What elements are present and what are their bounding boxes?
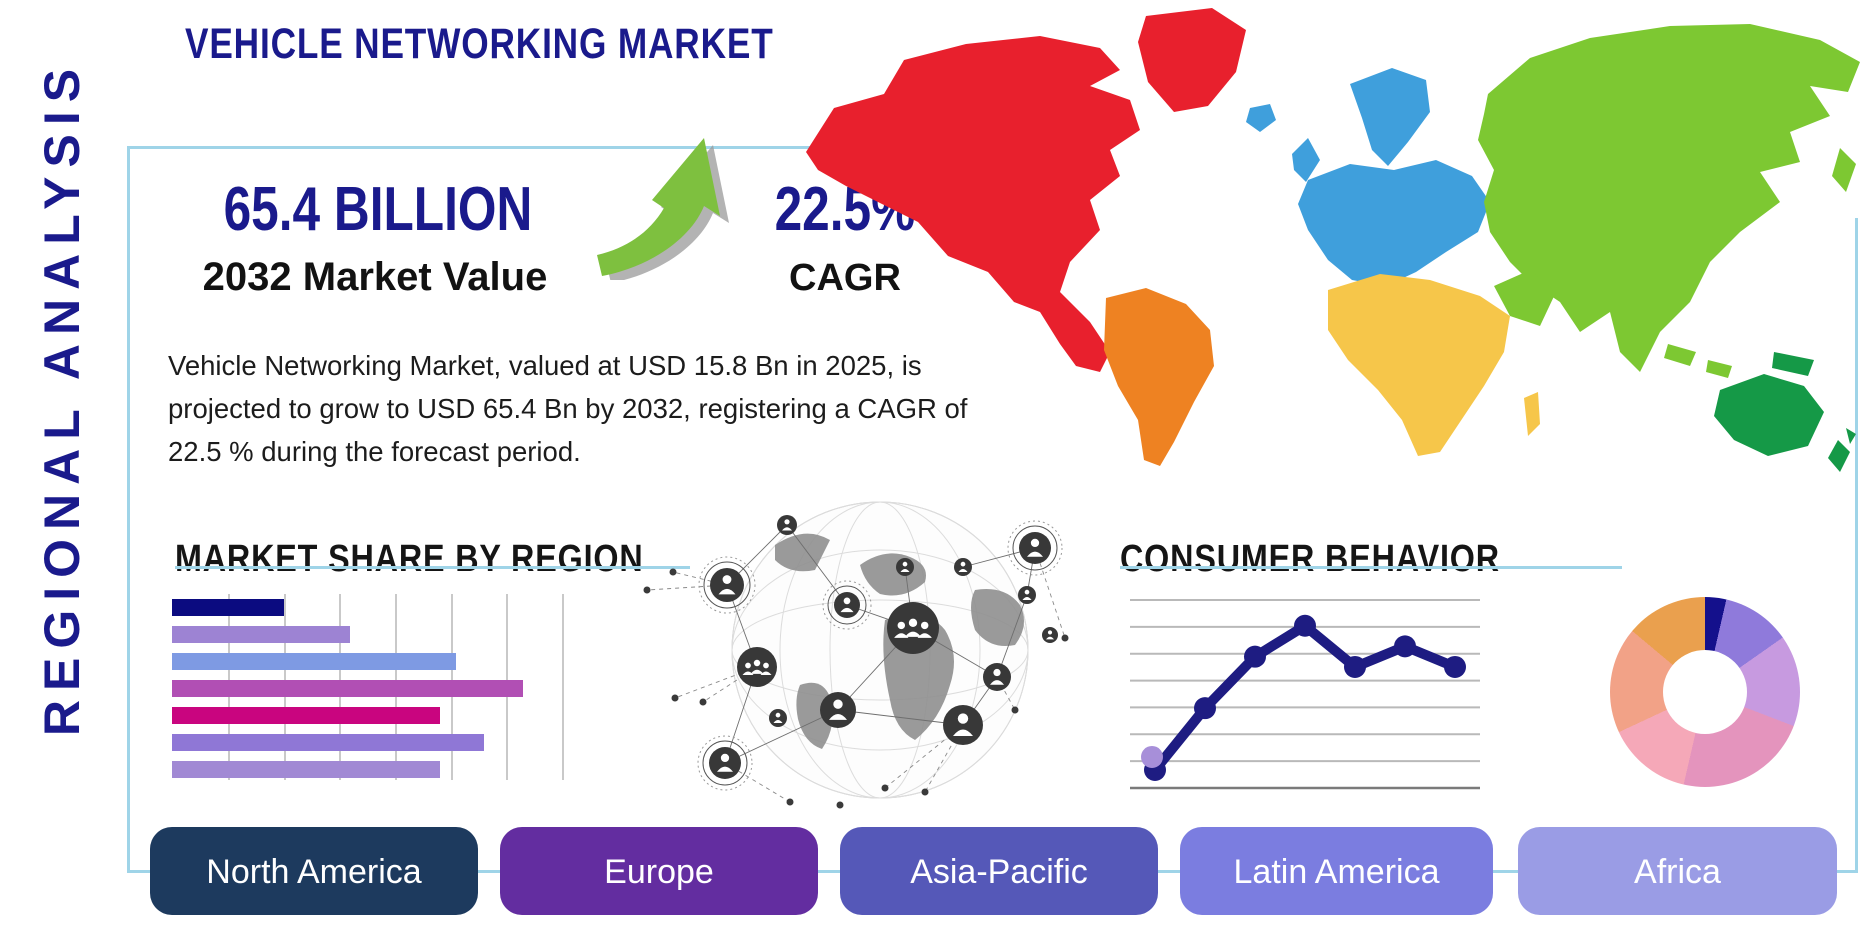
market-share-underline [175, 566, 690, 569]
panel-border-left [127, 146, 130, 873]
map-region-australia [1714, 374, 1824, 456]
market-value-caption: 2032 Market Value [202, 255, 548, 299]
line-chart-point-6 [1394, 635, 1416, 658]
consumer-behavior-section-title: CONSUMER BEHAVIOR [1120, 538, 1500, 580]
line-chart-point-4 [1294, 614, 1316, 637]
map-region-madagascar [1524, 392, 1540, 436]
region-button-latin-america[interactable]: Latin America [1180, 827, 1493, 915]
market-share-bar-1 [172, 599, 284, 616]
world-map [806, 8, 1860, 472]
market-share-bar-4 [172, 680, 524, 697]
region-button-europe[interactable]: Europe [500, 827, 818, 915]
map-region-new-zealand [1828, 440, 1850, 472]
region-button-africa[interactable]: Africa [1518, 827, 1837, 915]
market-share-bar-2 [172, 626, 351, 643]
market-value-stat: 65.4 BILLION [223, 175, 532, 244]
growth-arrow-icon [597, 138, 729, 280]
market-share-section-title: MARKET SHARE BY REGION [175, 538, 644, 580]
map-region-north-america [806, 36, 1140, 372]
page-title: VEHICLE NETWORKING MARKET [185, 20, 774, 68]
market-share-bar-chart [172, 594, 590, 780]
line-chart-point-5 [1344, 655, 1366, 678]
map-region-south-america [1104, 288, 1214, 466]
cagr-caption: CAGR [789, 257, 901, 299]
map-region-iceland [1246, 104, 1276, 132]
map-region-greenland [1138, 8, 1246, 112]
market-share-bar-6 [172, 734, 485, 751]
line-chart-point-3 [1244, 645, 1266, 668]
region-button-north-america[interactable]: North America [150, 827, 478, 915]
line-chart-point-2 [1194, 697, 1216, 720]
region-button-asia-pacific[interactable]: Asia-Pacific [840, 827, 1158, 915]
map-region-asia [1478, 24, 1860, 372]
line-chart-point-7 [1444, 655, 1466, 678]
side-label-regional-analysis: REGIONAL ANALYSIS [34, 59, 90, 737]
consumer-behavior-line-chart [1130, 599, 1480, 790]
map-region-africa [1328, 274, 1510, 456]
map-region-new-zealand-north [1846, 428, 1856, 444]
map-region-japan [1832, 148, 1856, 192]
map-region-indonesia [1706, 360, 1732, 378]
market-share-bar-5 [172, 707, 440, 724]
map-region-europe [1298, 160, 1490, 286]
map-region-scandinavia [1350, 68, 1430, 166]
regional-donut-chart [1610, 597, 1800, 787]
map-region-se-asia [1664, 344, 1696, 366]
consumer-behavior-underline [1120, 566, 1622, 569]
map-region-new-guinea [1772, 352, 1814, 376]
panel-border-right [1855, 218, 1858, 873]
panel-border-top [127, 146, 920, 149]
market-description: Vehicle Networking Market, valued at USD… [168, 350, 968, 467]
donut-hole [1663, 650, 1747, 734]
line-chart-accent-dot [1141, 745, 1163, 768]
market-share-bar-3 [172, 653, 457, 670]
map-region-uk [1292, 138, 1320, 182]
market-share-bar-7 [172, 761, 440, 778]
map-region-arabia [1494, 270, 1556, 326]
bar-chart-gridline [562, 594, 565, 780]
globe-network-graphic [643, 501, 1069, 809]
